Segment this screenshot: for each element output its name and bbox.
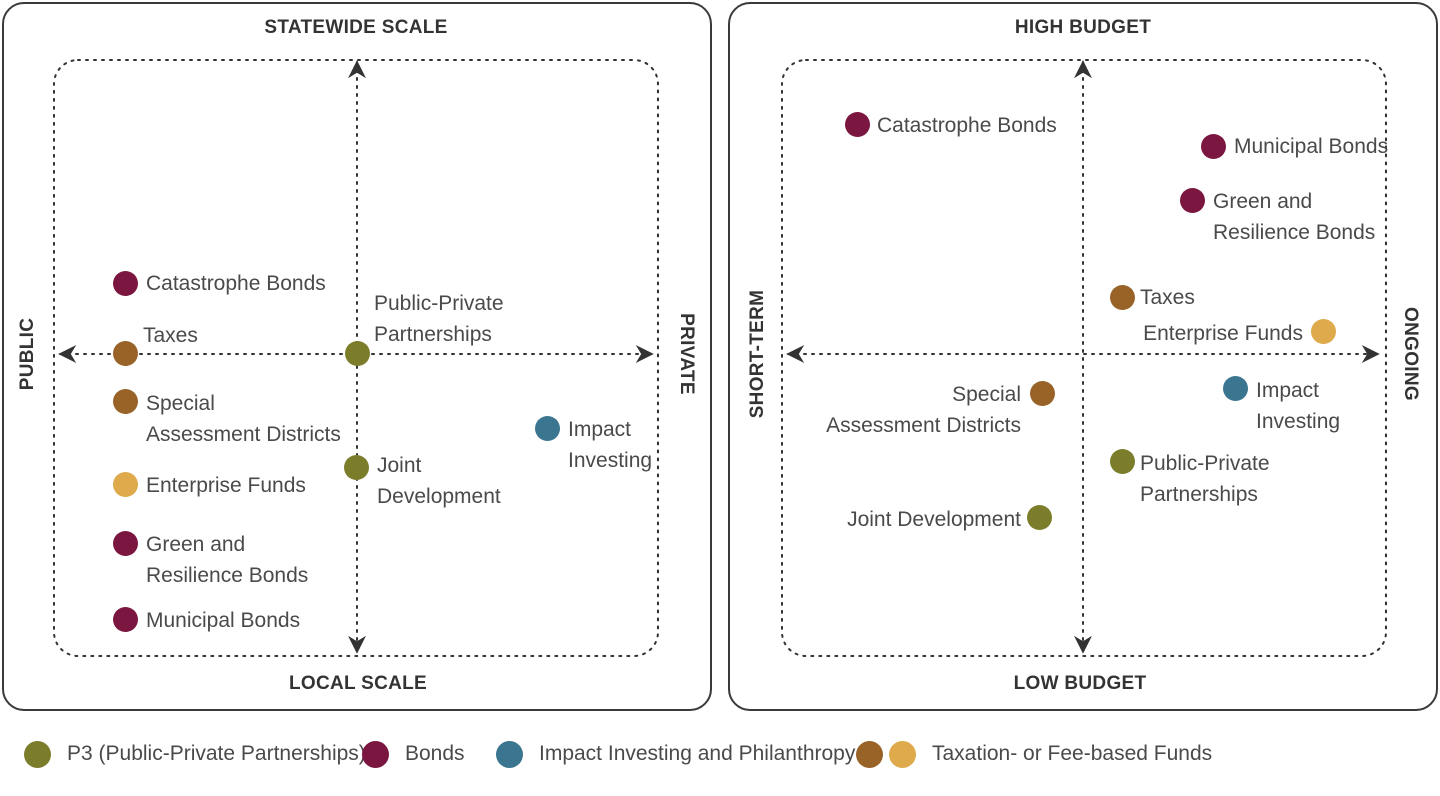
legend-item-p3: P3 (Public-Private Partnerships)	[24, 736, 366, 772]
left-green-resilience-dot	[113, 531, 138, 556]
right-catastrophe-bonds-label: Catastrophe Bonds	[877, 114, 1057, 137]
legend-bonds-label: Bonds	[405, 742, 465, 765]
left-special-assessment-dot	[113, 389, 138, 414]
right-joint-development-dot	[1027, 505, 1052, 530]
right-joint-development-label: Joint Development	[847, 508, 1021, 531]
left-joint-development-label: Joint Development	[377, 454, 501, 508]
left-catastrophe-bonds-dot	[113, 271, 138, 296]
right-special-assessment-dot	[1030, 381, 1055, 406]
left-left-axis-label: PUBLIC	[17, 317, 38, 391]
left-taxes-dot	[113, 341, 138, 366]
right-impact-investing-dot	[1223, 376, 1248, 401]
left-dotted-frame	[53, 59, 659, 657]
legend-p3-label: P3 (Public-Private Partnerships)	[67, 742, 366, 765]
left-right-axis-label: PRIVATE	[676, 313, 697, 395]
left-special-assessment-label: Special Assessment Districts	[146, 392, 341, 446]
left-municipal-bonds-label: Municipal Bonds	[146, 609, 301, 632]
left-impact-investing-dot	[535, 416, 560, 441]
left-public-private-label: Public-Private Partnerships	[374, 292, 504, 346]
right-municipal-bonds-label: Municipal Bonds	[1234, 135, 1389, 158]
left-municipal-bonds-dot	[113, 607, 138, 632]
right-green-resilience-label: Green and Resilience Bonds	[1213, 190, 1376, 244]
right-bottom-axis-label: LOW BUDGET	[1013, 673, 1147, 694]
legend-item-impact: Impact Investing and Philanthropy	[496, 736, 855, 772]
right-left-axis-label: SHORT-TERM	[747, 289, 768, 419]
legend: P3 (Public-Private Partnerships) Bonds I…	[0, 736, 1440, 772]
left-impact-investing-label: Impact Investing	[568, 418, 653, 472]
left-green-resilience-label: Green and Resilience Bonds	[146, 533, 309, 587]
right-top-axis-label: HIGH BUDGET	[1014, 17, 1152, 38]
legend-item-taxation: Taxation- or Fee-based Funds	[856, 736, 1212, 772]
legend-taxation-dark-swatch	[856, 740, 883, 768]
left-taxes-label: Taxes	[143, 324, 198, 347]
right-municipal-bonds-dot	[1201, 134, 1226, 159]
legend-item-bonds: Bonds	[362, 736, 465, 772]
left-enterprise-funds-label: Enterprise Funds	[146, 474, 306, 497]
right-enterprise-funds-label: Enterprise Funds	[1143, 322, 1303, 345]
legend-impact-label: Impact Investing and Philanthropy	[539, 742, 856, 765]
right-dotted-frame	[781, 59, 1387, 657]
right-taxes-label: Taxes	[1140, 286, 1195, 309]
left-public-private-dot	[345, 341, 370, 366]
legend-taxation-light-swatch	[889, 740, 916, 768]
right-public-private-label: Public-Private Partnerships	[1140, 452, 1270, 506]
left-joint-development-dot	[344, 455, 369, 480]
legend-impact-swatch	[496, 740, 523, 768]
right-catastrophe-bonds-dot	[845, 112, 870, 137]
right-public-private-dot	[1110, 449, 1135, 474]
right-green-resilience-dot	[1180, 188, 1205, 213]
left-top-axis-label: STATEWIDE SCALE	[264, 17, 448, 38]
left-catastrophe-bonds-label: Catastrophe Bonds	[146, 272, 326, 295]
right-impact-investing-label: Impact Investing	[1256, 379, 1341, 433]
left-panel	[2, 2, 712, 711]
right-right-axis-label: ONGOING	[1400, 307, 1421, 401]
legend-taxation-label: Taxation- or Fee-based Funds	[932, 742, 1213, 765]
right-taxes-dot	[1110, 285, 1135, 310]
left-enterprise-funds-dot	[113, 472, 138, 497]
left-bottom-axis-label: LOCAL SCALE	[288, 673, 428, 694]
right-enterprise-funds-dot	[1311, 319, 1336, 344]
legend-p3-swatch	[24, 740, 51, 768]
right-special-assessment-label: Special Assessment Districts	[826, 383, 1021, 437]
right-panel	[728, 2, 1438, 711]
legend-bonds-swatch	[362, 740, 389, 768]
